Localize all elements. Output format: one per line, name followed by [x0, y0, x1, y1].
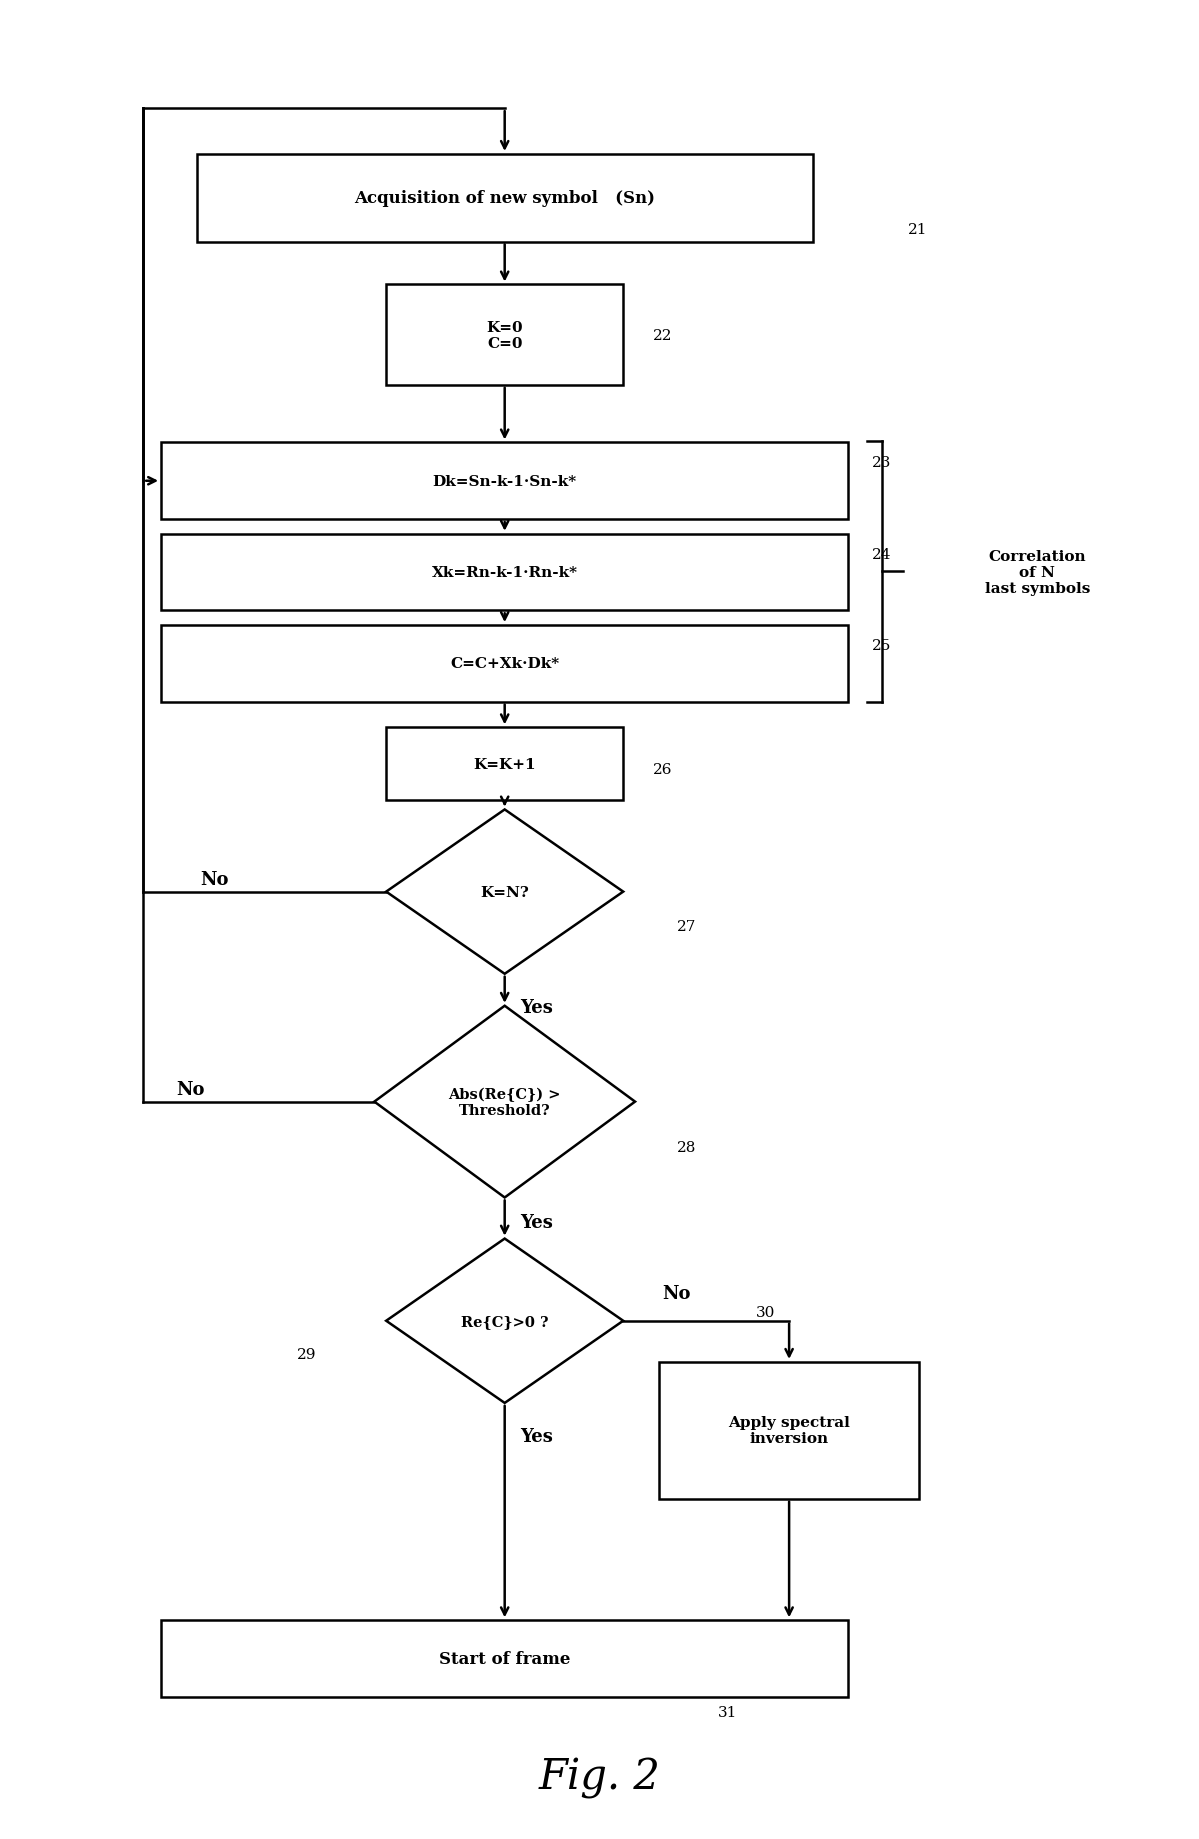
Text: Abs(Re{C}) >
Threshold?: Abs(Re{C}) > Threshold? [448, 1087, 561, 1118]
Polygon shape [386, 1239, 623, 1403]
FancyBboxPatch shape [161, 625, 849, 702]
Text: 23: 23 [872, 456, 891, 471]
Text: Yes: Yes [520, 999, 553, 1017]
FancyBboxPatch shape [161, 535, 849, 611]
Text: Acquisition of new symbol   (Sn): Acquisition of new symbol (Sn) [354, 189, 655, 208]
Text: K=0
C=0: K=0 C=0 [487, 320, 523, 351]
Text: C=C+Xk·Dk*: C=C+Xk·Dk* [450, 657, 559, 671]
Text: 31: 31 [718, 1705, 737, 1719]
FancyBboxPatch shape [161, 1620, 849, 1697]
Text: Yes: Yes [520, 1214, 553, 1232]
Polygon shape [374, 1006, 635, 1197]
Text: K=K+1: K=K+1 [474, 758, 536, 771]
FancyBboxPatch shape [386, 728, 623, 800]
Text: No: No [662, 1285, 691, 1302]
Text: Correlation
of N
last symbols: Correlation of N last symbols [984, 550, 1090, 596]
Text: Apply spectral
inversion: Apply spectral inversion [728, 1416, 850, 1445]
Text: Re{C}>0 ?: Re{C}>0 ? [460, 1315, 548, 1328]
FancyBboxPatch shape [161, 443, 849, 520]
Text: 26: 26 [652, 763, 673, 776]
Text: No: No [200, 870, 229, 888]
Text: Fig. 2: Fig. 2 [538, 1756, 661, 1799]
Text: 24: 24 [872, 548, 892, 561]
Text: 28: 28 [676, 1140, 695, 1155]
Text: 30: 30 [755, 1306, 776, 1319]
FancyBboxPatch shape [197, 154, 813, 243]
Text: No: No [176, 1079, 205, 1098]
Text: 21: 21 [908, 223, 927, 237]
Polygon shape [386, 809, 623, 975]
Text: Dk=Sn-k-1·Sn-k*: Dk=Sn-k-1·Sn-k* [433, 474, 577, 489]
Text: Xk=Rn-k-1·Rn-k*: Xk=Rn-k-1·Rn-k* [432, 566, 578, 579]
Text: Start of frame: Start of frame [439, 1650, 571, 1668]
Text: Yes: Yes [520, 1427, 553, 1445]
FancyBboxPatch shape [386, 285, 623, 386]
Text: 27: 27 [676, 920, 695, 934]
Text: 22: 22 [652, 329, 673, 342]
Text: 25: 25 [872, 638, 891, 653]
Text: 29: 29 [297, 1346, 317, 1361]
Text: K=N?: K=N? [481, 885, 529, 899]
FancyBboxPatch shape [658, 1363, 920, 1499]
